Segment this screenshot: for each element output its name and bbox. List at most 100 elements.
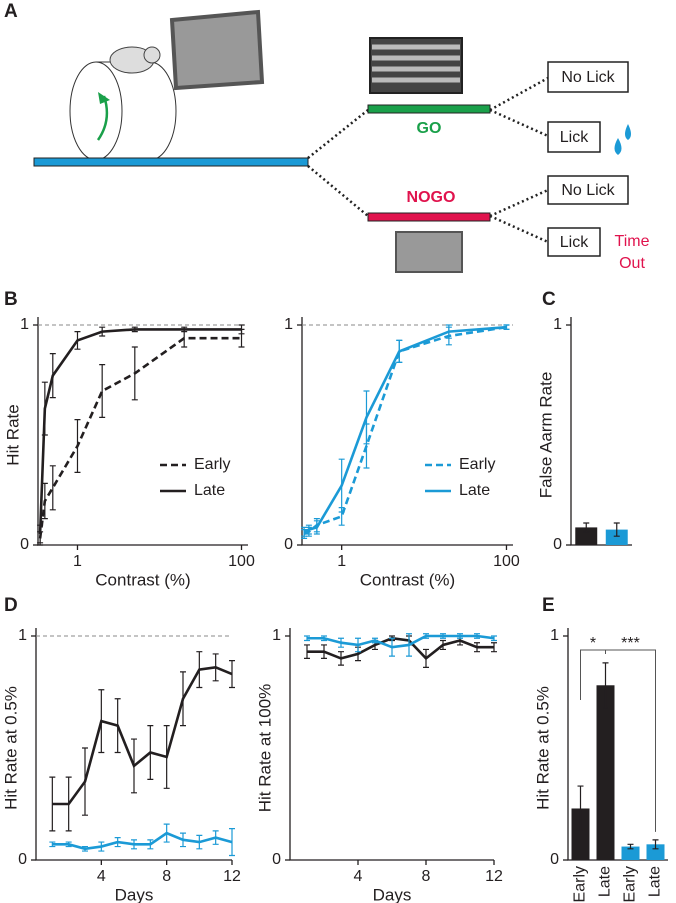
error-bar [180, 671, 186, 727]
grating-stripes [372, 44, 460, 83]
bar [605, 529, 628, 545]
error-bar [321, 644, 327, 659]
x-tick-label: 100 [228, 553, 255, 570]
error-bar [372, 637, 378, 644]
error-bar [99, 364, 106, 418]
error-bar [41, 381, 48, 436]
error-bar [474, 642, 480, 653]
legend-label: Early [459, 456, 495, 473]
error-bar [457, 633, 463, 639]
series-line [38, 336, 242, 539]
outcome-label: Lick [560, 129, 589, 146]
y-tick-label: 1 [272, 627, 281, 644]
panel-label: C [542, 289, 556, 310]
error-bar [491, 642, 497, 653]
wheel-face [69, 61, 123, 161]
error-bar [229, 828, 235, 857]
y-axis-label: False Aarm Rate [536, 372, 555, 499]
legend-label: Late [459, 482, 490, 499]
error-bar [423, 633, 429, 639]
x-tick-label: 12 [223, 868, 241, 885]
series-line [52, 666, 233, 806]
go-bar [367, 104, 491, 114]
bar [575, 527, 598, 545]
error-bar [406, 633, 412, 657]
axis-line [301, 317, 513, 546]
bar [571, 808, 590, 860]
error-bar [49, 353, 56, 399]
error-bar [577, 785, 584, 832]
error-bar [147, 725, 154, 780]
error-bar [131, 738, 137, 794]
x-tick-label: 12 [485, 868, 503, 885]
error-bar [163, 823, 170, 843]
error-bar [423, 648, 429, 668]
y-axis-label: Hit Rate [3, 404, 22, 465]
x-tick-label: 4 [354, 868, 363, 885]
x-tick-label: 8 [422, 868, 431, 885]
screen [169, 9, 265, 91]
axis-line [289, 628, 494, 861]
outcome-box [547, 227, 601, 257]
error-bar [131, 839, 137, 850]
bar [621, 846, 640, 860]
y-tick-label: 0 [284, 536, 293, 553]
error-bar [82, 747, 88, 816]
error-bar [305, 524, 312, 535]
y-tick-label: 0 [18, 851, 27, 868]
series-line [303, 325, 507, 533]
bar [646, 844, 665, 860]
error-bar [74, 419, 81, 473]
timeout-label: Time [615, 233, 650, 250]
x-axis-label: Days [373, 885, 412, 903]
error-bar [163, 725, 170, 789]
outcome-box [547, 175, 629, 205]
error-bar [99, 326, 106, 337]
gray-screen [395, 231, 463, 273]
error-bar [49, 841, 56, 848]
outcome-label: Lick [560, 234, 589, 251]
x-tick-label: 8 [162, 868, 171, 885]
outcome-label: No Lick [561, 182, 615, 199]
error-bar [304, 635, 310, 642]
series-line [307, 634, 495, 649]
error-bar [613, 522, 620, 537]
error-bar [602, 662, 609, 709]
error-bar [583, 522, 590, 533]
error-bar [212, 653, 219, 682]
error-bar [301, 526, 308, 537]
error-bar [74, 331, 81, 350]
error-bar [98, 841, 105, 852]
error-bar [627, 843, 634, 850]
x-axis-label: Days [115, 885, 154, 903]
error-bar [396, 339, 403, 363]
x-tick-label: 1 [337, 553, 346, 570]
x-axis-label: Contrast (%) [360, 570, 455, 589]
error-bar [652, 839, 659, 850]
error-bar [440, 639, 446, 651]
error-bar [338, 637, 344, 648]
error-bar [82, 845, 88, 852]
error-bar [114, 698, 121, 754]
error-bar [338, 458, 345, 513]
error-bar [49, 465, 56, 511]
y-tick-label: 0 [272, 851, 281, 868]
panel-label: E [542, 595, 555, 616]
nogo-label: NOGO [407, 189, 456, 206]
panel-label: B [4, 289, 18, 310]
series-line [307, 636, 494, 661]
error-bar [131, 346, 138, 401]
legend-label: Late [194, 482, 225, 499]
error-bar [389, 637, 395, 657]
x-axis-label: Contrast (%) [95, 570, 190, 589]
error-bar [304, 644, 310, 659]
error-bar [49, 776, 56, 832]
error-bar [181, 326, 188, 333]
axis-line [570, 317, 632, 546]
significance-bracket [580, 649, 656, 832]
y-tick-label: 0 [20, 536, 29, 553]
y-tick-label: 0 [553, 536, 562, 553]
x-tick-label: 100 [493, 553, 520, 570]
error-bar [65, 841, 72, 848]
y-tick-label: 1 [553, 316, 562, 333]
